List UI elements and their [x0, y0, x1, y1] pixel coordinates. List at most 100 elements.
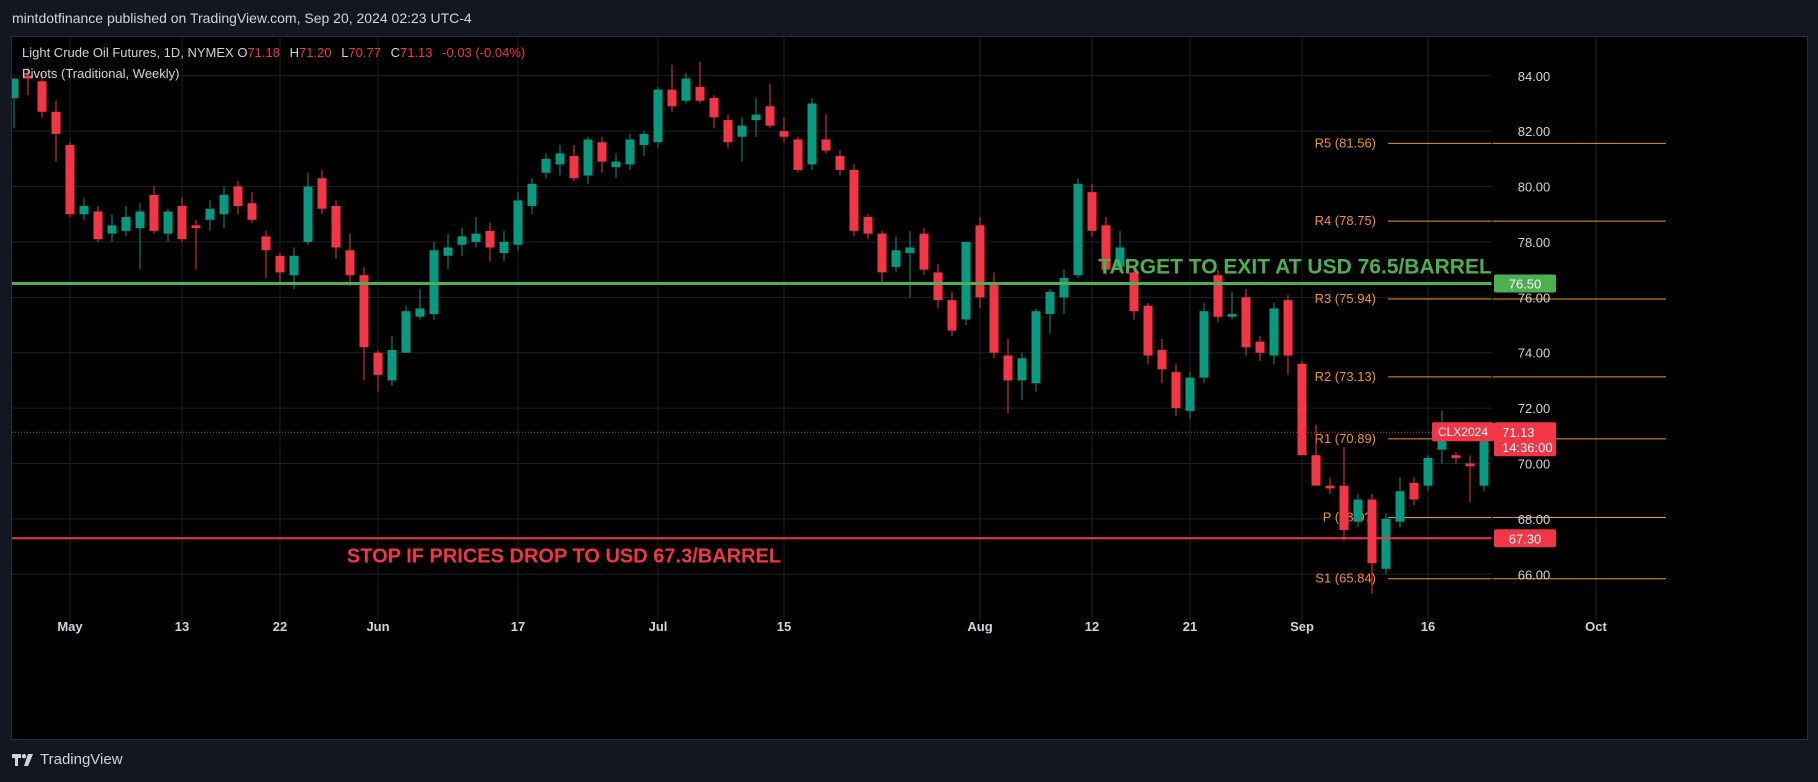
- candle-down: [1241, 297, 1251, 348]
- candle-down: [191, 225, 201, 229]
- candle-down: [1157, 349, 1167, 370]
- candle-up: [555, 153, 565, 165]
- candle-down: [933, 272, 943, 301]
- candle-down: [569, 156, 579, 179]
- y-tick-label: 82.00: [1518, 124, 1551, 139]
- candle-down: [1465, 463, 1475, 467]
- x-tick-label: Aug: [967, 619, 992, 634]
- candle-up: [471, 233, 481, 242]
- candle-up: [1227, 313, 1237, 317]
- candle-down: [37, 81, 47, 112]
- candle-down: [863, 217, 873, 234]
- candle-down: [793, 139, 803, 170]
- publisher-line: mintdotfinance published on TradingView.…: [12, 10, 472, 26]
- candle-down: [23, 75, 33, 79]
- countdown-badge: 14:36:00: [1502, 440, 1553, 455]
- candle-down: [1171, 372, 1181, 409]
- y-tick-label: 74.00: [1518, 346, 1551, 361]
- candle-down: [331, 205, 341, 248]
- candle-down: [849, 169, 859, 231]
- candle-up: [303, 186, 313, 242]
- target-axis-badge-bg: [1494, 274, 1556, 293]
- candle-down: [1283, 300, 1293, 356]
- candle-down: [821, 139, 831, 151]
- pivot-label: R1 (70.89): [1315, 431, 1376, 446]
- pivot-label: R5 (81.56): [1315, 135, 1376, 150]
- candle-up: [163, 211, 173, 234]
- candle-up: [1395, 491, 1405, 522]
- candle-down: [709, 97, 719, 118]
- tradingview-brand[interactable]: TradingView: [12, 751, 123, 768]
- candle-down: [1143, 305, 1153, 356]
- candle-down: [485, 230, 495, 248]
- x-tick-label: May: [57, 619, 83, 634]
- candle-up: [513, 200, 523, 245]
- candle-down: [877, 233, 887, 273]
- candle-up: [12, 78, 19, 98]
- change-value: -0.03 (-0.04%): [442, 45, 526, 60]
- candle-up: [499, 241, 509, 254]
- candle-down: [1311, 455, 1321, 486]
- candle-up: [219, 194, 229, 215]
- candle-up: [1031, 311, 1041, 384]
- y-tick-label: 80.00: [1518, 180, 1551, 195]
- candle-down: [1129, 272, 1139, 312]
- candle-down: [695, 86, 705, 101]
- candle-up: [107, 225, 117, 234]
- x-tick-label: 12: [1085, 619, 1099, 634]
- symbol-legend: Light Crude Oil Futures, 1D, NYMEX O71.1…: [22, 45, 531, 60]
- candlestick-chart[interactable]: R5 (81.56) R4 (78.75) R3 (75.94) R2 (73.13)…: [12, 37, 1807, 739]
- candle-down: [1339, 485, 1349, 530]
- x-tick-label: Jun: [366, 619, 389, 634]
- x-tick-label: Jul: [649, 619, 668, 634]
- stop-axis-badge-bg: [1494, 529, 1556, 548]
- candle-up: [737, 125, 747, 137]
- high-label: H: [289, 45, 300, 60]
- candle-up: [1115, 247, 1125, 267]
- candle-up: [1073, 183, 1083, 276]
- candle-up: [457, 236, 467, 245]
- close-label: C: [390, 45, 400, 60]
- pivot-label: P (68.0?): [1323, 510, 1376, 525]
- candle-up: [1269, 308, 1279, 356]
- stop-annotation: STOP IF PRICES DROP TO USD 67.3/BARREL: [347, 545, 781, 567]
- candle-down: [345, 250, 355, 276]
- candle-up: [527, 183, 537, 206]
- candle-up: [387, 349, 397, 381]
- candle-down: [919, 233, 929, 270]
- open-label: O: [237, 45, 248, 60]
- candle-up: [891, 250, 901, 267]
- candle-down: [1367, 499, 1377, 564]
- candle-down: [723, 120, 733, 143]
- chart-panel[interactable]: R5 (81.56) R4 (78.75) R3 (75.94) R2 (73.13)…: [11, 36, 1808, 740]
- target-axis-badge: 76.50: [1509, 276, 1542, 291]
- close-value: 71.13: [399, 45, 433, 60]
- open-value: 71.18: [247, 45, 280, 60]
- symbol-badge-bg: [1432, 422, 1494, 442]
- indicator-legend[interactable]: Pivots (Traditional, Weekly): [22, 66, 180, 81]
- stop-axis-badge: 67.30: [1509, 531, 1542, 546]
- candle-down: [261, 236, 271, 251]
- candle-up: [611, 161, 621, 168]
- low-label: L: [341, 45, 349, 60]
- x-tick-label: 15: [777, 619, 791, 634]
- candle-up: [807, 103, 817, 165]
- candle-down: [779, 131, 789, 137]
- candle-down: [233, 186, 243, 206]
- symbol-name: Light Crude Oil Futures, 1D, NYMEX: [22, 45, 234, 60]
- candle-down: [359, 275, 369, 348]
- last-price-badge-bg: [1494, 422, 1556, 457]
- candle-up: [905, 247, 915, 254]
- x-tick-label: Oct: [1585, 619, 1607, 634]
- high-value: 71.20: [299, 45, 332, 60]
- x-tick-label: 13: [175, 619, 189, 634]
- candle-down: [177, 205, 187, 240]
- x-tick-label: Sep: [1290, 619, 1314, 634]
- candle-up: [1423, 457, 1433, 486]
- candle-up: [625, 139, 635, 165]
- candle-up: [1059, 277, 1069, 298]
- candle-up: [1185, 377, 1195, 411]
- pivot-label: S1 (65.84): [1315, 571, 1376, 586]
- candle-up: [583, 139, 593, 176]
- candle-down: [765, 106, 775, 126]
